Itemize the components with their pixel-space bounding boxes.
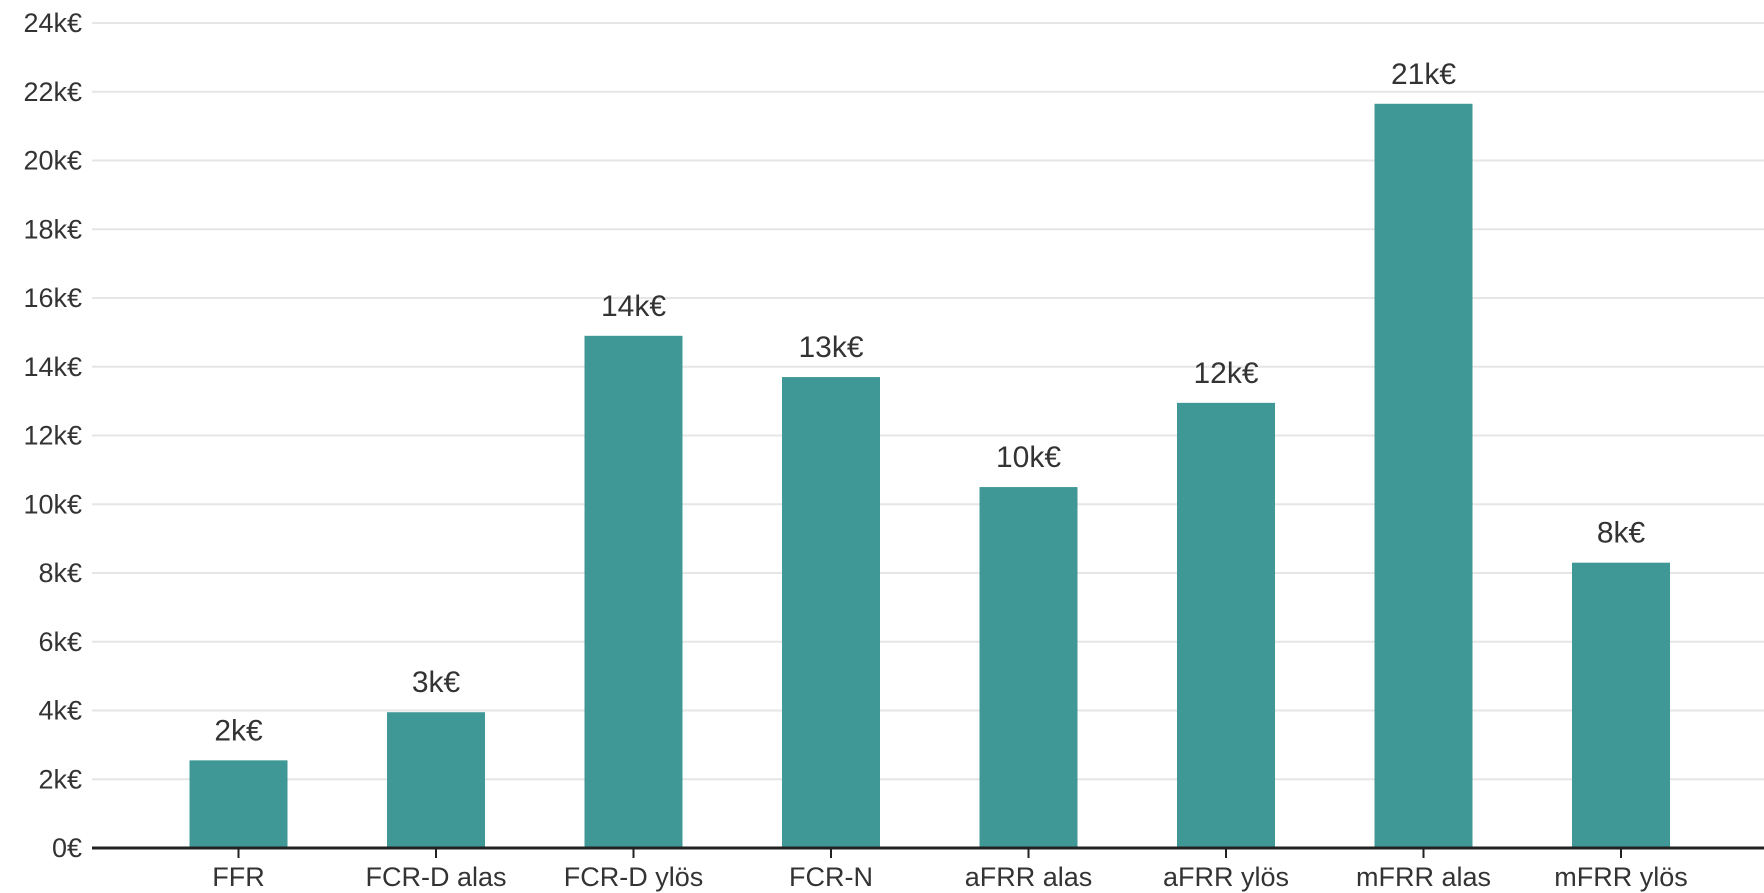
bar xyxy=(1572,562,1670,848)
bar xyxy=(189,760,288,848)
data-label: 3k€ xyxy=(412,666,461,699)
y-tick-label: 8k€ xyxy=(38,558,82,588)
x-category-label: aFRR alas xyxy=(965,862,1093,892)
bar xyxy=(1177,402,1275,848)
bar xyxy=(387,712,485,848)
bar xyxy=(584,335,683,848)
x-category-label: FCR-D alas xyxy=(365,862,506,892)
bar xyxy=(782,377,880,848)
bars xyxy=(189,103,1670,848)
data-label: 14k€ xyxy=(601,290,666,323)
y-tick-label: 2k€ xyxy=(38,764,82,794)
x-category-label: mFRR ylös xyxy=(1554,862,1688,892)
y-tick-label: 6k€ xyxy=(38,627,82,657)
y-tick-label: 10k€ xyxy=(23,489,82,519)
x-category-label: aFRR ylös xyxy=(1163,862,1289,892)
data-label: 10k€ xyxy=(996,441,1061,474)
y-tick-label: 22k€ xyxy=(23,77,82,107)
x-axis-ticks xyxy=(237,848,1622,858)
y-tick-label: 14k€ xyxy=(23,352,82,382)
y-tick-label: 16k€ xyxy=(23,283,82,313)
y-axis-tick-labels: 0€ 2k€ 4k€ 6k€ 8k€ 10k€ 12k€ 14k€ 16k€ 18k€ 20k€ 22… xyxy=(23,8,82,863)
bar xyxy=(979,487,1078,848)
x-category-label: FCR-D ylös xyxy=(564,862,704,892)
y-tick-label: 18k€ xyxy=(23,214,82,244)
data-label: 13k€ xyxy=(798,331,863,364)
y-tick-label: 4k€ xyxy=(38,696,82,726)
y-tick-label: 12k€ xyxy=(23,421,82,451)
grid-lines xyxy=(92,22,1764,781)
x-category-label: FCR-N xyxy=(789,862,873,892)
data-label: 8k€ xyxy=(1597,517,1646,550)
x-category-label: mFRR alas xyxy=(1356,862,1491,892)
data-label: 12k€ xyxy=(1193,357,1258,390)
data-label: 21k€ xyxy=(1391,58,1456,91)
x-category-label: FFR xyxy=(212,862,264,892)
y-tick-label: 24k€ xyxy=(23,8,82,38)
bar xyxy=(1374,103,1473,848)
y-tick-label: 0€ xyxy=(52,833,82,863)
data-label: 2k€ xyxy=(214,714,263,747)
data-labels: 2k€ 3k€ 14k€ 13k€ 10k€ 12k€ 21k€ 8k€ xyxy=(214,58,1645,748)
x-axis-category-labels: FFR FCR-D alas FCR-D ylös FCR-N aFRR alas aFR… xyxy=(212,862,1687,892)
y-tick-label: 20k€ xyxy=(23,146,82,176)
